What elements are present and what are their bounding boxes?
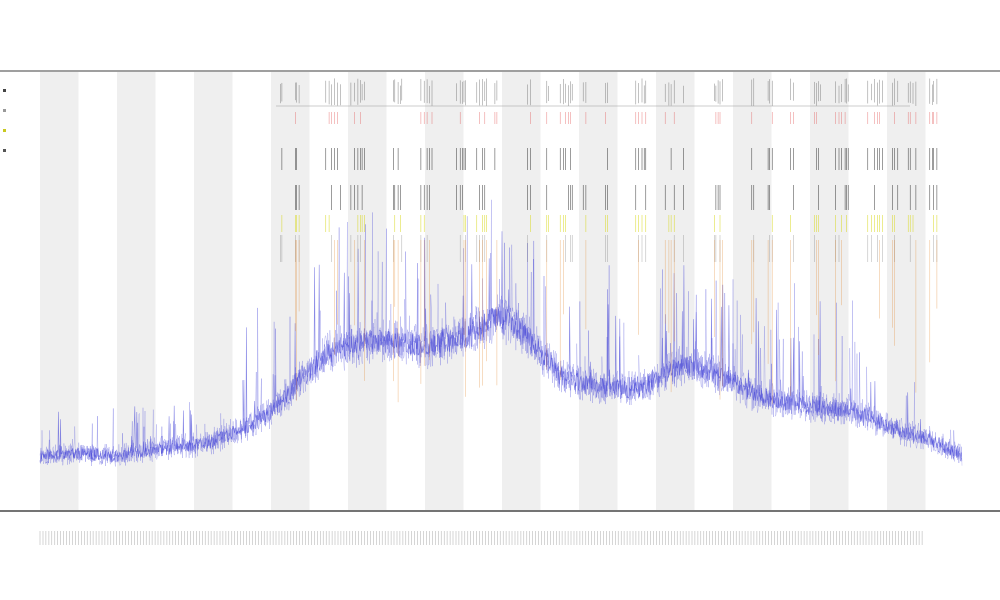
legend-swatch bbox=[3, 128, 6, 132]
shaded-band bbox=[194, 72, 233, 510]
shaded-band bbox=[348, 72, 387, 510]
shaded-band bbox=[425, 72, 464, 510]
x-tick-marks bbox=[39, 531, 923, 545]
legend-item bbox=[3, 120, 17, 140]
legend-swatch bbox=[3, 148, 6, 152]
event-tracks bbox=[276, 78, 938, 405]
axes bbox=[0, 70, 1000, 512]
shaded-band bbox=[271, 72, 310, 510]
shaded-band bbox=[40, 72, 79, 510]
background-series-line-2 bbox=[39, 224, 963, 464]
legend-item bbox=[3, 80, 17, 100]
shaded-band bbox=[502, 72, 541, 510]
shaded-band bbox=[579, 72, 618, 510]
legend-swatch bbox=[3, 88, 6, 92]
legend-item bbox=[3, 100, 17, 120]
legend-item bbox=[3, 140, 17, 160]
legend bbox=[3, 80, 17, 160]
background-line-series bbox=[39, 199, 963, 467]
legend-swatch bbox=[3, 108, 6, 112]
background-series-line-3 bbox=[39, 231, 963, 463]
shaded-band bbox=[733, 72, 772, 510]
shaded-band bbox=[810, 72, 849, 510]
shaded-band bbox=[887, 72, 926, 510]
background-series-line-1 bbox=[39, 199, 963, 467]
shaded-band bbox=[656, 72, 695, 510]
